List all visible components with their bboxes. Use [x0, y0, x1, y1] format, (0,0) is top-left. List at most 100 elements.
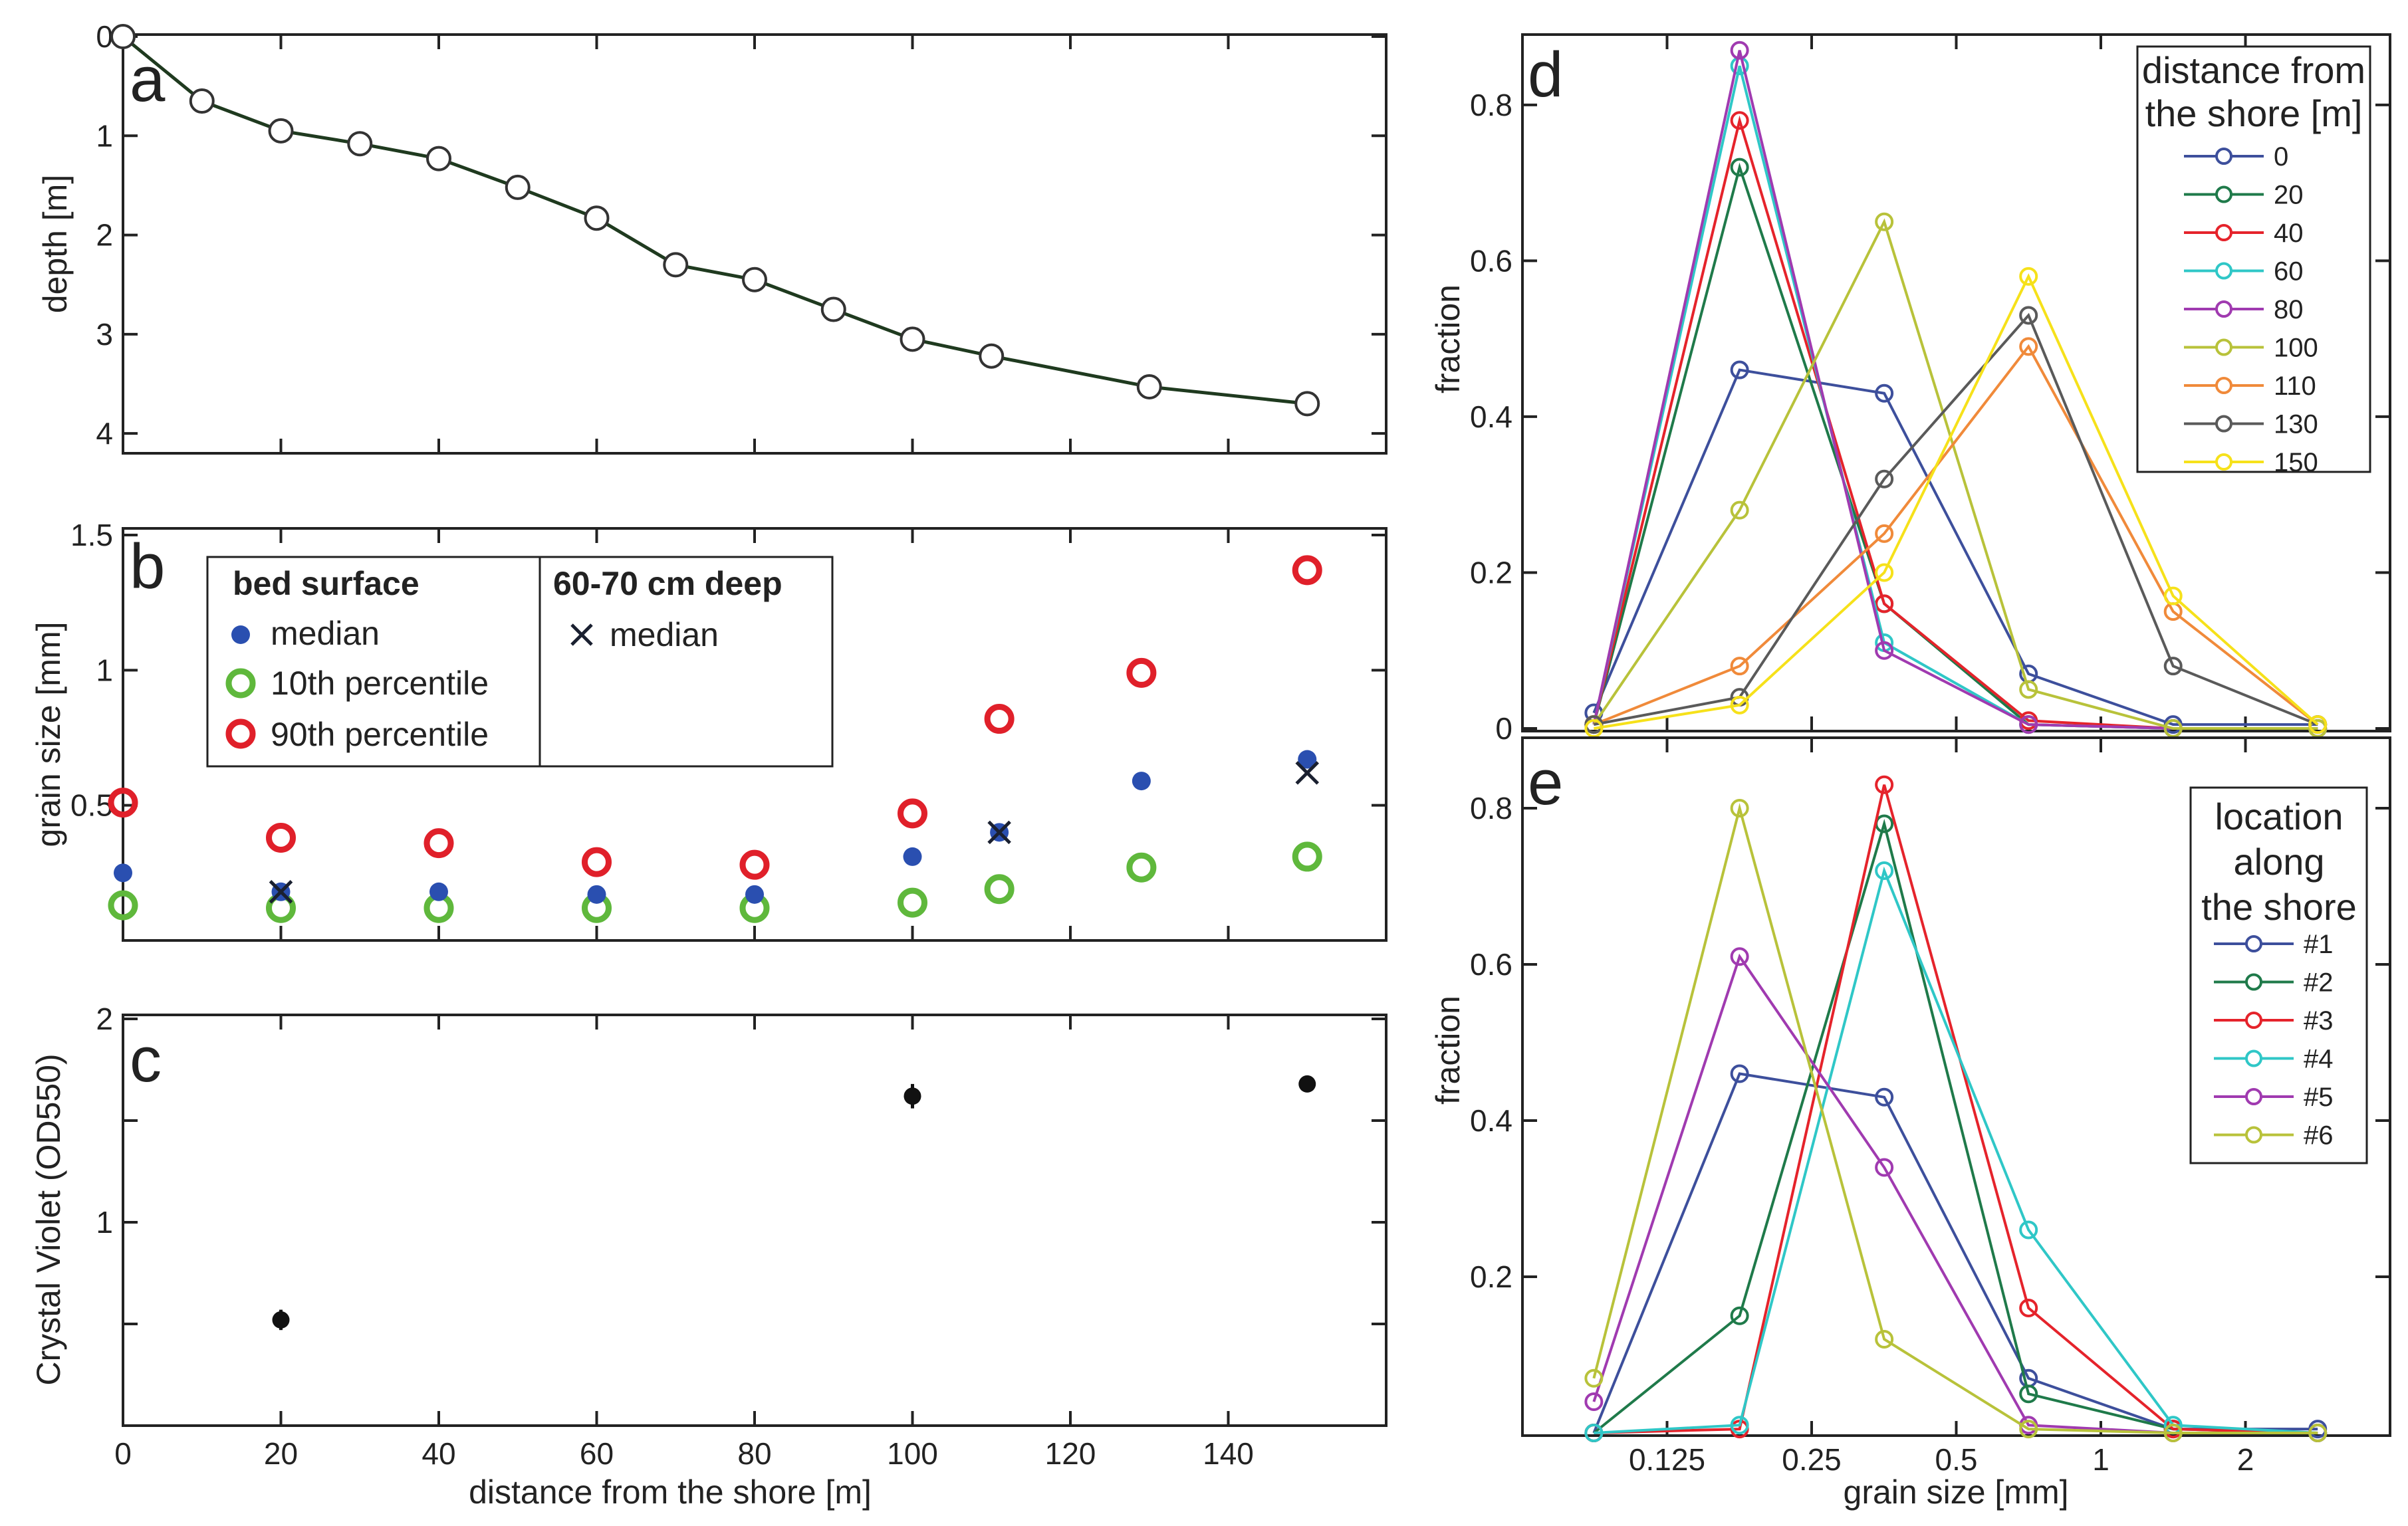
- panel-e-xlabel: grain size [mm]: [1844, 1473, 2069, 1511]
- legend-deep-median-label: median: [610, 616, 719, 653]
- series-point: [1875, 775, 1894, 794]
- legend-box: [206, 556, 834, 768]
- median-point: [429, 882, 448, 901]
- p90-point: [423, 828, 454, 859]
- depth-point: [505, 174, 531, 200]
- panel-b-ylabel: grain size [mm]: [30, 622, 67, 847]
- legend-marker: [2245, 1126, 2262, 1144]
- legend-label: #5: [2304, 1083, 2334, 1112]
- c-ytick-label: 1: [96, 1205, 113, 1240]
- legend-label: 40: [2274, 219, 2304, 248]
- series-point: [2019, 337, 2038, 356]
- series-point: [1584, 1368, 1604, 1388]
- depth-point: [1294, 391, 1320, 417]
- legend-label: 130: [2274, 410, 2318, 439]
- series-point: [1584, 1392, 1604, 1411]
- p90-point: [108, 788, 138, 818]
- legend-label: #4: [2304, 1045, 2334, 1074]
- panel-e-ticks: 0.2 0.4 0.6 0.8 0.125 0.25 0.5 1 2: [1470, 738, 2390, 1477]
- panel-d-legend-title-2: the shore [m]: [2145, 92, 2363, 134]
- series-point: [2163, 586, 2183, 605]
- c-xtick-label: 0: [114, 1436, 132, 1471]
- depth-point: [426, 146, 451, 171]
- series-line-0: [1592, 368, 2318, 726]
- series-point: [1584, 1424, 1604, 1442]
- deep-median-point: [987, 820, 1011, 845]
- panel-e-letter: e: [1528, 747, 1563, 818]
- a-ytick-label: 3: [96, 317, 113, 352]
- panel-c-ticks: 120 20 40 60 80 100 120 140: [96, 1002, 1386, 1471]
- series-line-#4: [1594, 866, 2318, 1434]
- median-point: [1132, 772, 1151, 791]
- series-point: [1730, 158, 1749, 177]
- b-ytick-label: 1.5: [70, 518, 113, 552]
- legend-p90-marker: [225, 718, 256, 749]
- panel-d-legend-box: [2136, 45, 2371, 473]
- series-line-#6: [1592, 803, 2318, 1434]
- p90-point: [266, 822, 296, 853]
- depth-point: [1136, 374, 1162, 399]
- depth-point: [900, 326, 925, 352]
- series-line-110: [1593, 344, 2319, 726]
- deep-median-stroke: [269, 880, 293, 904]
- panel-b-ticks: 0.5 1 1.5: [70, 518, 1386, 940]
- r-ytick-label: 0.4: [1470, 1103, 1512, 1138]
- panel-d-legend-title-1: distance from: [2142, 49, 2365, 91]
- panel-a-ticks: 0 1 2 3 4: [96, 19, 1386, 453]
- legend-label: 80: [2274, 295, 2304, 324]
- c-xtick-label: 20: [264, 1436, 298, 1471]
- r-xtick-label: 2: [2237, 1442, 2254, 1477]
- r-xtick-label: 0.25: [1782, 1442, 1842, 1477]
- legend-label: 100: [2274, 334, 2318, 363]
- depth-point: [189, 88, 215, 114]
- legend-median-marker: [231, 625, 250, 644]
- legend-marker: [2245, 973, 2262, 991]
- series-point: [1730, 1416, 1749, 1435]
- depth-point: [820, 296, 846, 322]
- r-ytick-label: 0.8: [1470, 791, 1512, 825]
- r-ytick-label: 0.6: [1470, 243, 1512, 278]
- median-point: [903, 847, 922, 866]
- series-point: [1730, 1306, 1749, 1325]
- p90-point: [582, 847, 612, 877]
- series-line-#3: [1594, 784, 2318, 1434]
- deep-median-point: [269, 880, 293, 904]
- panel-c-frame: [122, 1014, 1387, 1427]
- depth-point: [584, 205, 610, 231]
- a-ytick-label: 4: [96, 416, 113, 451]
- series-line-130: [1594, 312, 2318, 726]
- cv-point: [903, 1087, 921, 1105]
- depth-point: [347, 131, 373, 157]
- r-ytick-label: 0.4: [1470, 399, 1512, 434]
- deep-median-stroke: [987, 820, 1011, 845]
- series-point: [1875, 1330, 1894, 1349]
- r-ytick-label: 0.8: [1470, 88, 1512, 122]
- p10-point: [1292, 841, 1322, 872]
- legend-p90-label: 90th percentile: [271, 716, 489, 753]
- series-point: [1730, 947, 1749, 966]
- c-xtick-label: 120: [1045, 1436, 1096, 1471]
- series-point: [1730, 695, 1749, 714]
- a-ytick-label: 0: [96, 19, 113, 54]
- p10-point: [108, 890, 138, 921]
- series-point: [2019, 1220, 2038, 1240]
- r-ytick-label: 0: [1495, 711, 1512, 746]
- r-xtick-label: 0.125: [1629, 1442, 1705, 1477]
- depth-point: [268, 118, 294, 144]
- series-point: [2019, 1420, 2038, 1439]
- p90-point: [984, 704, 1015, 734]
- c-ytick-label: 2: [96, 1002, 113, 1036]
- grain-size-points: [108, 555, 1322, 923]
- series-point: [2163, 657, 2183, 676]
- legend-marker: [2215, 300, 2232, 318]
- legend-title-surface: bed surface: [233, 565, 420, 602]
- legend-title-deep: 60-70 cm deep: [553, 565, 783, 602]
- deep-median-stroke: [1295, 761, 1320, 785]
- deep-median-point: [1295, 761, 1320, 785]
- legend-marker: [2215, 338, 2232, 356]
- r-xtick-label: 1: [2092, 1442, 2109, 1477]
- panel-d-letter: d: [1528, 39, 1563, 110]
- panel-a-ylabel: depth [m]: [37, 175, 74, 313]
- series-point: [1730, 500, 1749, 520]
